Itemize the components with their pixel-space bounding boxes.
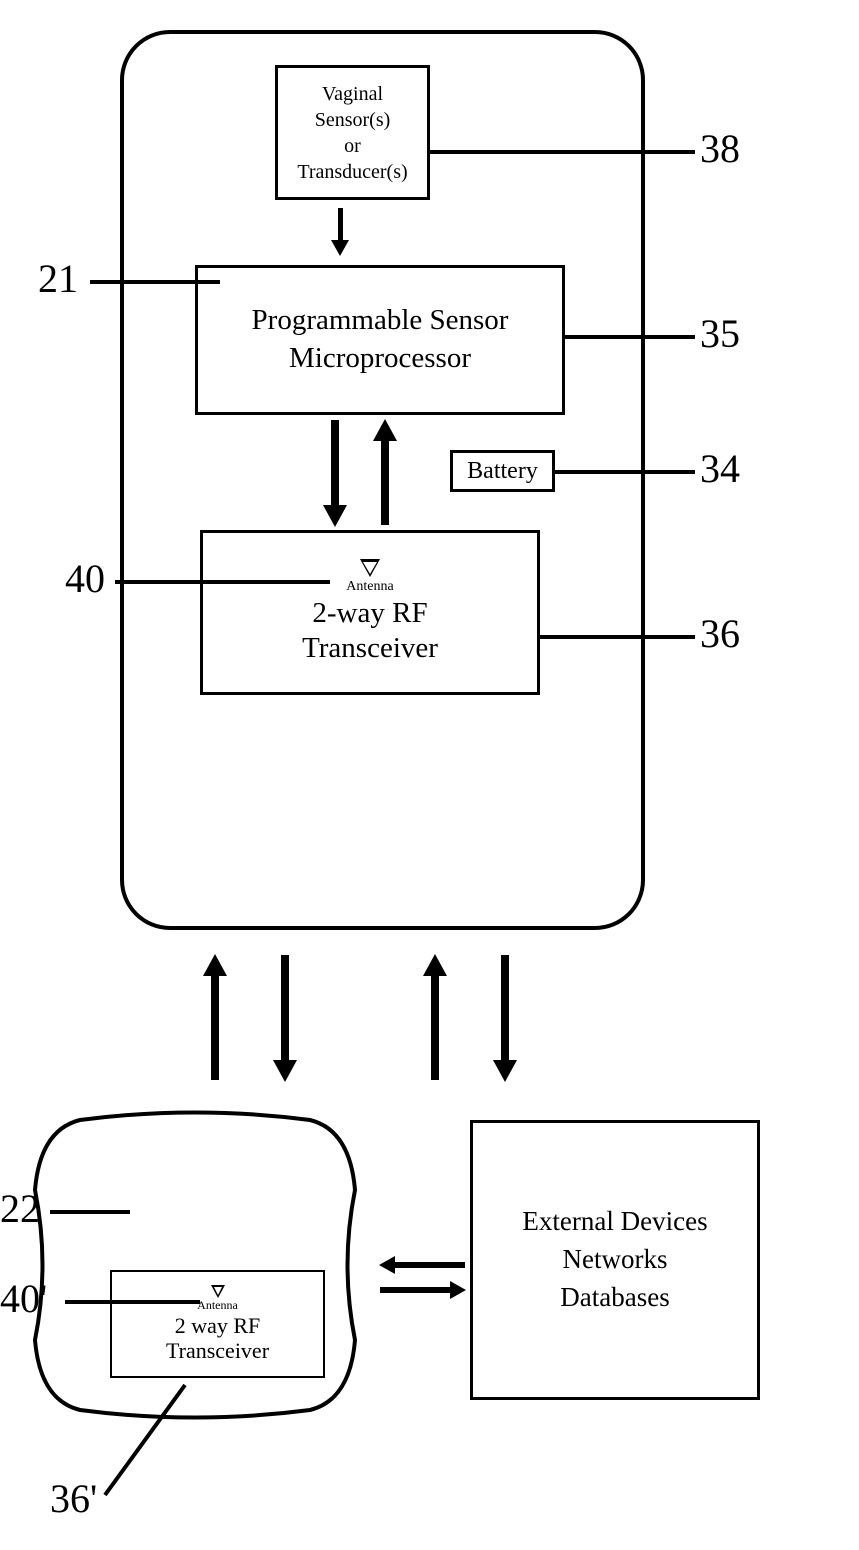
ref-40p: 40' (0, 1275, 47, 1322)
external-line2: Networks (563, 1241, 668, 1279)
leader-35 (565, 335, 695, 339)
ref-22: 22 (0, 1185, 40, 1232)
antenna-small-label: Antenna (197, 1299, 238, 1313)
leader-36p (100, 1380, 200, 1500)
ref-36p: 36' (50, 1475, 97, 1522)
arrow-head-right-up (426, 955, 444, 973)
arrow-head-ext-right (453, 1284, 465, 1296)
sec-transceiver-line1: 2 way RF (175, 1313, 261, 1338)
arrow-head-sensor-processor (334, 243, 346, 255)
ref-21: 21 (38, 255, 78, 302)
transceiver-line2: Transceiver (302, 631, 438, 666)
external-line1: External Devices (522, 1203, 707, 1241)
leader-40p (65, 1300, 200, 1304)
arrow-head-ext-left (380, 1259, 392, 1271)
arrow-sensor-processor (338, 208, 343, 240)
ref-34: 34 (700, 445, 740, 492)
arrow-head-left-up (206, 955, 224, 973)
arrow-left-up (211, 975, 219, 1080)
arrow-right-up (431, 975, 439, 1080)
leader-34 (555, 470, 695, 474)
leader-22 (50, 1210, 130, 1214)
sensor-line4: Transducer(s) (297, 159, 407, 185)
ref-35: 35 (700, 310, 740, 357)
antenna-icon (360, 559, 380, 577)
secondary-transceiver-box: Antenna 2 way RF Transceiver (110, 1270, 325, 1378)
antenna-label: Antenna (346, 579, 393, 596)
battery-label: Battery (467, 458, 538, 485)
arrow-left-down (281, 955, 289, 1060)
ref-40: 40 (65, 555, 105, 602)
arrow-right-down (501, 955, 509, 1060)
arrow-head-proc-trans-down (326, 508, 344, 526)
sensor-line3: or (344, 133, 361, 159)
external-line3: Databases (560, 1279, 669, 1317)
sensor-line1: Vaginal (322, 81, 383, 107)
processor-line1: Programmable Sensor (252, 302, 509, 340)
ref-36: 36 (700, 610, 740, 657)
transceiver-line1: 2-way RF (312, 596, 427, 631)
external-devices-box: External Devices Networks Databases (470, 1120, 760, 1400)
ref-38: 38 (700, 125, 740, 172)
antenna-small-icon (211, 1285, 225, 1298)
leader-38 (430, 150, 695, 154)
arrow-trans-proc-up (381, 440, 389, 525)
leader-36 (540, 635, 695, 639)
sensor-line2: Sensor(s) (315, 107, 391, 133)
transceiver-box: Antenna 2-way RF Transceiver (200, 530, 540, 695)
arrow-ext-right (380, 1287, 450, 1293)
arrow-ext-left (395, 1262, 465, 1268)
sec-transceiver-line2: Transceiver (166, 1338, 269, 1363)
arrow-head-right-down (496, 1063, 514, 1081)
leader-40 (115, 580, 330, 584)
leader-21 (90, 280, 220, 284)
sensor-box: Vaginal Sensor(s) or Transducer(s) (275, 65, 430, 200)
arrow-head-trans-proc-up (376, 420, 394, 438)
arrow-head-left-down (276, 1063, 294, 1081)
processor-box: Programmable Sensor Microprocessor (195, 265, 565, 415)
processor-line2: Microprocessor (289, 340, 471, 378)
arrow-proc-trans-down (331, 420, 339, 505)
battery-box: Battery (450, 450, 555, 492)
